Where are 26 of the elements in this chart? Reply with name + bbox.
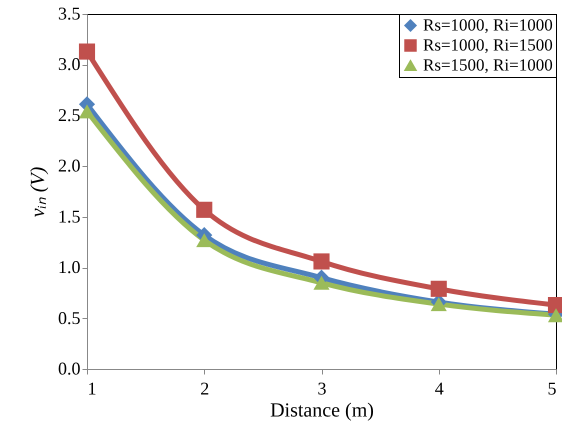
y-tick-label: 1.0	[58, 257, 80, 278]
y-tick-label: 3.5	[58, 4, 80, 24]
y-tick-label: 0.5	[58, 308, 80, 328]
x-tick-label: 1	[88, 378, 96, 398]
y-tick-label: 3.0	[58, 54, 80, 74]
point	[430, 297, 447, 312]
x-axis-title: Distance (m)	[270, 400, 374, 422]
legend-label: Rs=1000, Ri=1000	[423, 16, 553, 34]
point	[78, 104, 96, 118]
y-tick-label: 1.5	[58, 206, 80, 226]
y-tick-label: 2.5	[58, 104, 80, 125]
x-tick-label: 3	[318, 378, 326, 398]
x-tick-label: 2	[200, 378, 210, 398]
legend-label: Rs=1000, Ri=1500	[423, 36, 553, 54]
x-tick-label: 5	[548, 378, 556, 398]
y-tick-label: 0.0	[58, 358, 80, 378]
point	[196, 202, 212, 218]
point	[313, 253, 330, 270]
y-tick-label: 2.0	[58, 156, 80, 176]
point	[196, 233, 212, 248]
point	[430, 280, 447, 297]
point	[313, 276, 330, 290]
point	[78, 43, 96, 60]
y-axis-title: vᵢₙ (V)	[27, 166, 49, 218]
x-tick-label: 4	[434, 378, 444, 398]
legend-label: Rs=1500, Ri=1000	[423, 56, 553, 74]
